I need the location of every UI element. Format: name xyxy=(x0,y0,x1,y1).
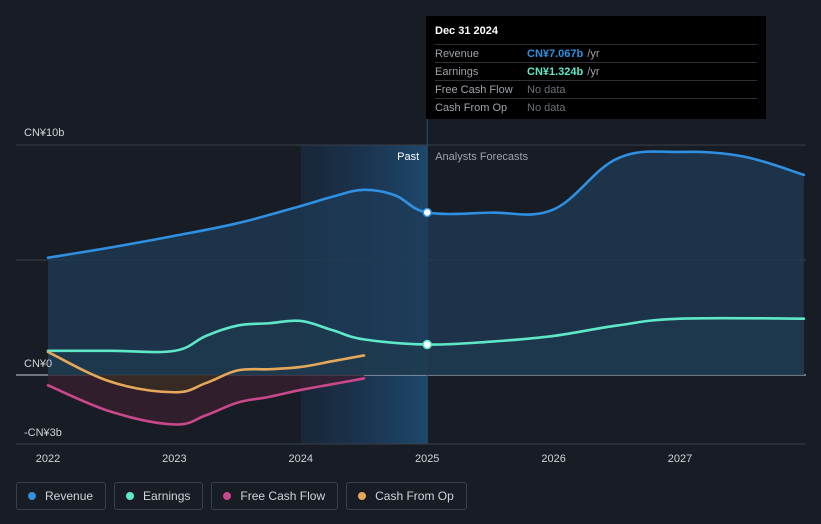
tooltip-value: No data xyxy=(527,101,566,114)
x-axis-tick-label: 2023 xyxy=(162,453,186,465)
legend-label: Cash From Op xyxy=(375,489,454,503)
cash-from-op-dot-icon xyxy=(358,492,367,500)
tooltip-row-cash-from-op: Cash From Op No data xyxy=(435,98,757,116)
revenue-marker xyxy=(422,207,432,218)
free-cash-flow-line xyxy=(46,377,366,426)
y-axis-label: CN¥0 xyxy=(24,358,52,370)
earnings-marker xyxy=(422,339,432,350)
earnings-dot-icon xyxy=(126,492,135,500)
legend-item-revenue[interactable]: Revenue xyxy=(16,482,107,510)
tooltip-unit: /yr xyxy=(587,47,600,60)
legend-label: Free Cash Flow xyxy=(240,489,326,503)
earnings-line xyxy=(46,316,806,354)
tooltip: Dec 31 2024 Revenue CN¥7.067b /yr Earnin… xyxy=(426,16,766,119)
x-axis-tick-label: 2024 xyxy=(289,453,313,465)
tooltip-row-free-cash-flow: Free Cash Flow No data xyxy=(435,80,757,98)
tooltip-label: Free Cash Flow xyxy=(435,83,513,96)
tooltip-unit: /yr xyxy=(587,65,600,78)
x-axis-tick-label: 2027 xyxy=(668,453,692,465)
y-axis-label: CN¥10b xyxy=(24,127,64,139)
tooltip-label: Cash From Op xyxy=(435,101,508,114)
cash-from-op-area xyxy=(48,352,364,393)
revenue-dot-icon xyxy=(28,492,36,500)
free-cash-flow-dot-icon xyxy=(223,492,232,500)
revenue-area xyxy=(48,151,804,375)
tooltip-label: Earnings xyxy=(435,65,479,78)
tooltip-value: No data xyxy=(527,83,566,96)
legend-item-free-cash-flow[interactable]: Free Cash Flow xyxy=(211,482,339,510)
cash-from-op-line xyxy=(46,350,366,394)
tooltip-value: CN¥1.324b xyxy=(527,65,584,78)
tooltip-row-revenue: Revenue CN¥7.067b /yr xyxy=(435,44,757,62)
legend-label: Revenue xyxy=(45,489,94,503)
y-axis-label: -CN¥3b xyxy=(24,427,62,439)
past-label: Past xyxy=(397,151,419,163)
legend-item-cash-from-op[interactable]: Cash From Op xyxy=(346,482,467,510)
tooltip-label: Revenue xyxy=(435,47,480,60)
tooltip-row-earnings: Earnings CN¥1.324b /yr xyxy=(435,62,757,80)
legend-item-earnings[interactable]: Earnings xyxy=(114,482,204,510)
legend: Revenue Earnings Free Cash Flow Cash Fro… xyxy=(16,482,467,510)
tooltip-date: Dec 31 2024 xyxy=(435,25,498,37)
tooltip-value: CN¥7.067b xyxy=(527,47,584,60)
x-axis-tick-label: 2022 xyxy=(36,453,60,465)
forecast-label: Analysts Forecasts xyxy=(435,151,528,163)
revenue-line xyxy=(46,150,806,259)
legend-label: Earnings xyxy=(143,489,191,503)
x-axis-tick-label: 2026 xyxy=(541,453,565,465)
x-axis-tick-label: 2025 xyxy=(415,453,439,465)
